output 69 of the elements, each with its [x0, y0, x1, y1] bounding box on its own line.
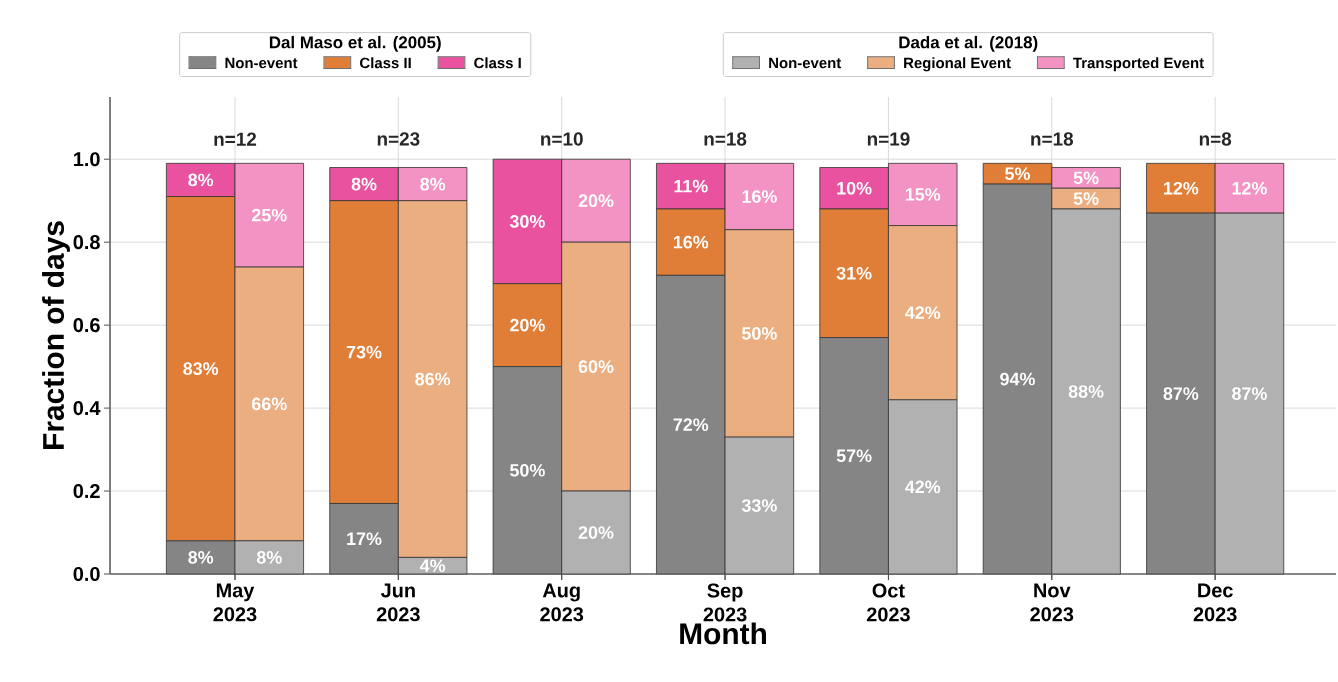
data-label: 50%: [741, 327, 777, 340]
data-label: 25%: [251, 208, 287, 222]
data-label: 83%: [183, 362, 219, 376]
data-label: 8%: [351, 177, 377, 191]
data-label: 33%: [741, 499, 777, 512]
data-label: 11%: [674, 179, 708, 193]
x-tick-label: Dec 2023: [1193, 583, 1237, 622]
data-label: 87%: [1232, 387, 1267, 400]
annotation: n=18: [1031, 132, 1074, 146]
data-label: 8%: [256, 551, 282, 564]
y-axis-title: Fraction of days: [42, 221, 70, 449]
data-label: 8%: [188, 551, 214, 564]
data-label: 42%: [905, 480, 941, 494]
data-label: 12%: [1232, 181, 1267, 195]
data-label: 88%: [1068, 385, 1104, 398]
data-label: 30%: [509, 215, 545, 228]
data-label: 86%: [415, 372, 451, 386]
legend-title: Dada et al. (2018): [899, 35, 1038, 52]
data-label: 94%: [1000, 372, 1035, 386]
data-label: 50%: [510, 463, 545, 477]
data-label: 12%: [1164, 181, 1199, 195]
x-axis-title: Month: [680, 622, 766, 645]
data-label: 20%: [578, 526, 614, 539]
data-label: 8%: [420, 177, 446, 191]
annotation: n=23: [377, 132, 420, 146]
data-label: 66%: [251, 397, 287, 411]
data-label: 8%: [188, 173, 214, 187]
data-label: 4%: [419, 559, 446, 573]
x-tick-label: Oct 2023: [866, 583, 910, 622]
legend-label: Transported Event: [1073, 57, 1204, 72]
data-label: 57%: [836, 449, 872, 463]
data-label: 15%: [905, 188, 941, 201]
y-tick-label: 0.2: [73, 483, 100, 499]
data-label: 87%: [1163, 387, 1199, 400]
legend-label: Regional Event: [904, 57, 1011, 72]
data-label: 20%: [578, 194, 614, 208]
y-tick-label: 1.0: [74, 152, 100, 167]
legend-label: Non-event: [225, 57, 298, 69]
x-tick-label: Aug 2023: [540, 583, 584, 622]
y-tick-label: 0.8: [73, 235, 100, 250]
data-label: 5%: [1005, 167, 1030, 181]
legend-title: Dal Maso et al. (2005): [269, 35, 441, 52]
data-label: 5%: [1073, 171, 1099, 185]
data-label: 16%: [742, 190, 777, 203]
data-label: 17%: [347, 532, 382, 546]
x-tick-label: May 2023: [213, 583, 257, 622]
annotation: n=10: [541, 132, 583, 146]
x-tick-label: Nov 2023: [1030, 583, 1074, 622]
data-label: 60%: [578, 360, 614, 373]
x-tick-label: Jun 2023: [376, 583, 420, 622]
annotation: n=12: [214, 132, 257, 146]
y-tick-label: 0.0: [73, 566, 100, 582]
data-label: 10%: [837, 181, 872, 195]
data-label: 72%: [673, 418, 709, 431]
annotation: n=19: [867, 132, 910, 146]
data-label: 73%: [346, 345, 382, 359]
data-label: 31%: [836, 266, 872, 280]
legend-label: Non-event: [769, 57, 842, 69]
data-label: 5%: [1073, 192, 1099, 205]
legend-label: Class I: [474, 57, 521, 69]
annotation: n=8: [1199, 132, 1232, 146]
data-label: 42%: [905, 306, 941, 320]
data-label: 20%: [510, 318, 545, 332]
x-tick-label: Sep 2023: [703, 583, 747, 622]
annotation: n=18: [704, 132, 747, 146]
legend-label: Class II: [360, 57, 411, 69]
y-tick-label: 0.4: [73, 401, 101, 416]
y-tick-label: 0.6: [73, 318, 100, 333]
data-label: 16%: [673, 235, 709, 249]
